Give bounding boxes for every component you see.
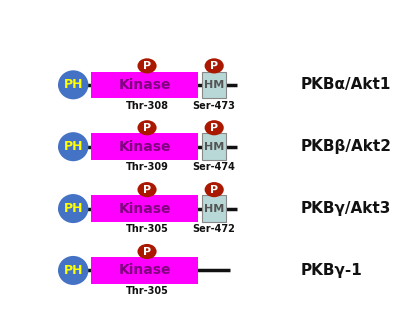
Text: Kinase: Kinase xyxy=(119,263,171,277)
Bar xyxy=(202,72,226,98)
Circle shape xyxy=(205,182,224,197)
Text: PKBβ/Akt2: PKBβ/Akt2 xyxy=(301,139,391,154)
Text: Thr-305: Thr-305 xyxy=(126,224,169,235)
Text: PH: PH xyxy=(63,202,83,215)
Bar xyxy=(202,195,226,222)
Text: P: P xyxy=(143,61,151,71)
Text: PH: PH xyxy=(63,140,83,153)
Text: P: P xyxy=(143,123,151,133)
Circle shape xyxy=(205,120,224,135)
Ellipse shape xyxy=(58,194,89,223)
Text: P: P xyxy=(210,61,218,71)
Text: Ser-472: Ser-472 xyxy=(193,224,236,235)
Text: Kinase: Kinase xyxy=(119,202,171,215)
Ellipse shape xyxy=(58,132,89,161)
Text: P: P xyxy=(210,123,218,133)
Circle shape xyxy=(138,244,157,259)
Circle shape xyxy=(138,120,157,135)
Circle shape xyxy=(205,58,224,73)
Bar xyxy=(91,195,198,222)
Text: P: P xyxy=(143,185,151,195)
Bar xyxy=(202,133,226,160)
Circle shape xyxy=(138,58,157,73)
Text: PH: PH xyxy=(63,78,83,91)
Text: P: P xyxy=(210,185,218,195)
Bar xyxy=(91,257,198,284)
Text: Ser-473: Ser-473 xyxy=(193,101,236,111)
Text: Kinase: Kinase xyxy=(119,140,171,154)
Text: HM: HM xyxy=(204,142,224,152)
Text: PKBα/Akt1: PKBα/Akt1 xyxy=(301,77,391,92)
Bar xyxy=(91,133,198,160)
Text: Ser-474: Ser-474 xyxy=(193,162,236,173)
Ellipse shape xyxy=(58,256,89,285)
Ellipse shape xyxy=(58,70,89,99)
Bar xyxy=(91,72,198,98)
Text: HM: HM xyxy=(204,204,224,214)
Text: Thr-305: Thr-305 xyxy=(126,286,169,296)
Circle shape xyxy=(138,182,157,197)
Text: Kinase: Kinase xyxy=(119,78,171,92)
Text: PKBγ/Akt3: PKBγ/Akt3 xyxy=(301,201,391,216)
Text: Thr-309: Thr-309 xyxy=(126,162,169,173)
Text: HM: HM xyxy=(204,80,224,90)
Text: PH: PH xyxy=(63,264,83,277)
Text: PKBγ-1: PKBγ-1 xyxy=(301,263,362,278)
Text: Thr-308: Thr-308 xyxy=(126,101,169,111)
Text: P: P xyxy=(143,247,151,256)
